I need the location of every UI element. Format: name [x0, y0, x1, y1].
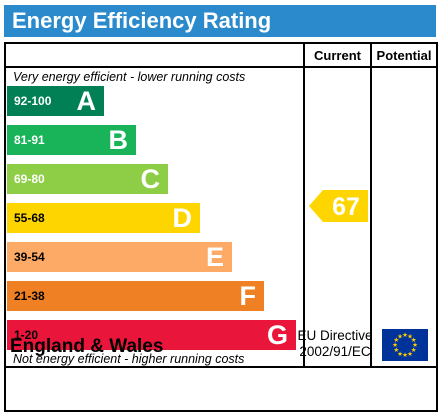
eu-flag-icon: ★ ★ ★ ★ ★ ★ ★ ★ ★ ★ ★ ★	[382, 329, 428, 361]
eu-directive-line1: EU Directive	[297, 328, 373, 343]
band-f: 21-38 F	[7, 281, 264, 311]
band-range: 81-91	[14, 133, 45, 147]
note-bottom: Not energy efficient - higher running co…	[13, 352, 245, 366]
note-top: Very energy efficient - lower running co…	[13, 70, 246, 84]
band-letter: D	[172, 203, 193, 233]
page-title: Energy Efficiency Rating	[12, 8, 272, 33]
footer-divider	[6, 366, 436, 368]
column-header-potential: Potential	[376, 48, 432, 63]
band-letter: B	[108, 125, 129, 155]
star-icon: ★	[392, 341, 398, 349]
band-a: 92-100 A	[7, 86, 104, 116]
band-range: 39-54	[14, 250, 45, 264]
rating-table: Current Potential Very energy efficient …	[4, 42, 438, 412]
band-b: 81-91 B	[7, 125, 136, 155]
eu-directive-line2: 2002/91/EC	[299, 344, 371, 359]
star-icon: ★	[411, 346, 417, 354]
band-d: 55-68 D	[7, 203, 200, 233]
band-range: 55-68	[14, 211, 45, 225]
star-icon: ★	[407, 350, 413, 358]
band-letter: E	[205, 242, 224, 272]
band-e: 39-54 E	[7, 242, 232, 272]
eu-directive: EU Directive 2002/91/EC	[290, 328, 380, 360]
star-icon: ★	[393, 336, 399, 344]
band-letter: A	[76, 86, 97, 116]
star-icon: ★	[393, 346, 399, 354]
star-icon: ★	[412, 341, 418, 349]
column-divider-potential	[370, 44, 372, 366]
star-icon: ★	[397, 350, 403, 358]
star-icon: ★	[402, 331, 408, 339]
band-range: 92-100	[14, 94, 52, 108]
star-icon: ★	[407, 333, 413, 341]
star-icon: ★	[397, 333, 403, 341]
band-range: 1-20	[14, 328, 39, 342]
footer-region: England & Wales	[10, 336, 164, 357]
band-letter: G	[266, 320, 288, 350]
eu-flag-stars: ★ ★★★★★★★★★★★	[392, 331, 418, 359]
star-icon: ★	[402, 351, 408, 359]
band-c: 69-80 C	[7, 164, 168, 194]
column-divider-current	[303, 44, 305, 366]
band-range: 69-80	[14, 172, 45, 186]
band-g: 1-20 G	[7, 320, 296, 350]
header-divider	[6, 66, 436, 68]
band-letter: C	[140, 164, 161, 194]
title-bar: Energy Efficiency Rating	[4, 5, 436, 37]
band-range: 21-38	[14, 289, 45, 303]
band-letter: F	[239, 281, 257, 311]
star-icon: ★	[411, 336, 417, 344]
current-rating-arrow-shape	[309, 190, 368, 222]
current-rating-arrow: 67	[309, 190, 368, 222]
current-rating-value: 67	[332, 193, 360, 221]
column-header-current: Current	[314, 48, 361, 63]
